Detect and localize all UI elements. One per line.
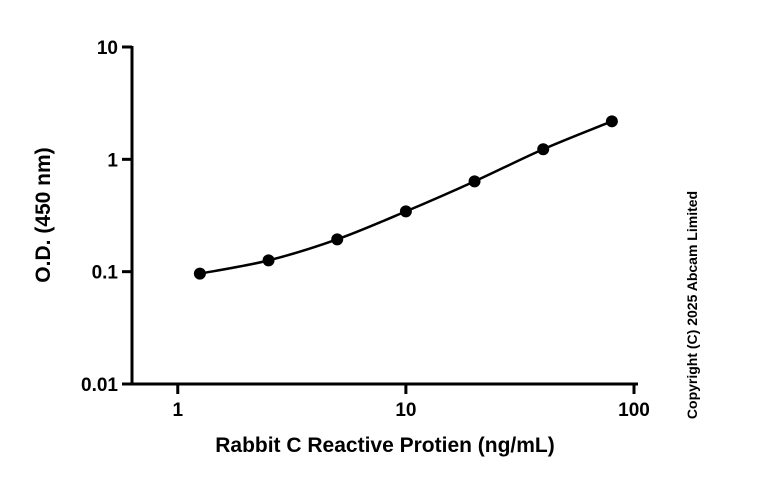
x-tick-label: 10 — [395, 400, 416, 421]
y-tick-label: 0.01 — [81, 375, 118, 396]
fit-curve — [199, 120, 613, 275]
x-tick-label: 100 — [618, 400, 650, 421]
data-point — [193, 267, 206, 280]
y-tick-label: 0.1 — [92, 263, 119, 284]
data-point — [537, 143, 550, 156]
data-point — [262, 254, 275, 267]
x-tick-label: 1 — [172, 400, 183, 421]
copyright: Copyright (C) 2025 Abcam Limited — [684, 191, 700, 419]
y-tick-label: 1 — [107, 150, 118, 171]
y-tick-label: 10 — [97, 38, 118, 59]
x-axis-label: Rabbit C Reactive Protien (ng/mL) — [215, 434, 555, 457]
data-point — [331, 233, 344, 246]
data-point — [399, 205, 412, 218]
y-axis-label: O.D. (450 nm) — [32, 147, 55, 282]
data-point — [468, 175, 481, 188]
data-point — [605, 115, 618, 128]
